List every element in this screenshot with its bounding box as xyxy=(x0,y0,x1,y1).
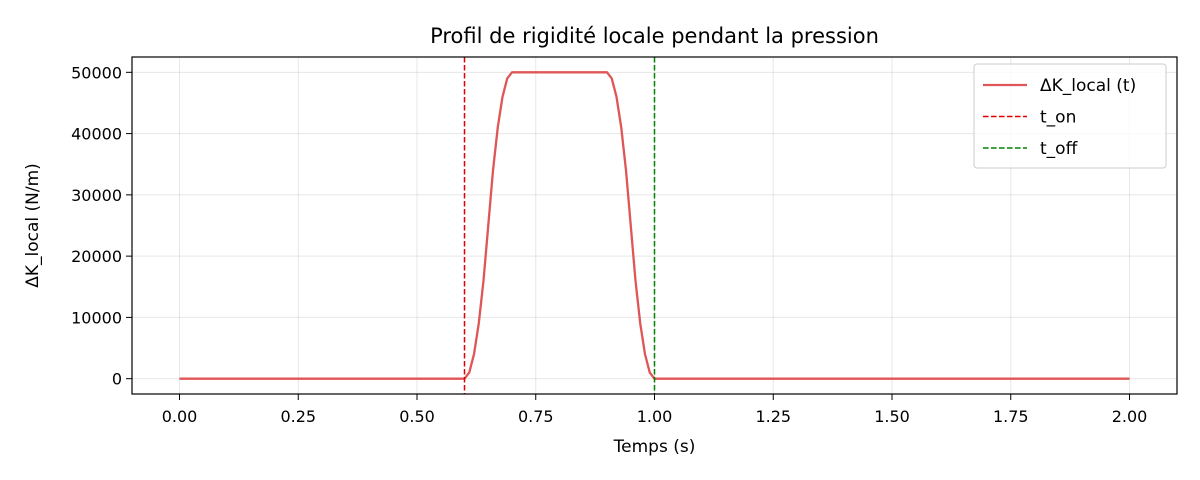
y-tick-label: 20000 xyxy=(71,247,122,266)
legend-label-t-off: t_off xyxy=(1040,139,1079,159)
y-tick-label: 30000 xyxy=(71,186,122,205)
y-tick-label: 10000 xyxy=(71,308,122,327)
plot-area xyxy=(179,57,1130,394)
x-tick-label: 0.25 xyxy=(280,407,316,426)
legend: ΔK_local (t) t_on t_off xyxy=(973,63,1167,169)
ticks: 0.00 0.25 0.50 0.75 1.00 1.25 1.50 1.75 2.00 0 100… xyxy=(71,63,1147,426)
x-tick-label: 0.75 xyxy=(518,407,554,426)
y-tick-label: 50000 xyxy=(71,63,122,82)
x-tick-label: 1.00 xyxy=(637,407,673,426)
x-tick-label: 1.50 xyxy=(874,407,910,426)
x-tick-label: 0.50 xyxy=(399,407,435,426)
legend-box xyxy=(973,63,1167,169)
y-axis-label: ΔK_local (N/m) xyxy=(23,163,43,288)
chart-title: Profil de rigidité locale pendant la pre… xyxy=(430,24,879,48)
y-tick-label: 0 xyxy=(112,370,122,389)
series-line-0 xyxy=(179,71,1130,380)
x-tick-label: 1.25 xyxy=(755,407,791,426)
legend-label-series-0: ΔK_local (t) xyxy=(1040,76,1136,96)
y-tick-label: 40000 xyxy=(71,125,122,144)
x-tick-label: 1.75 xyxy=(993,407,1029,426)
x-tick-label: 0.00 xyxy=(162,407,198,426)
legend-label-t-on: t_on xyxy=(1040,108,1076,128)
x-tick-label: 2.00 xyxy=(1112,407,1148,426)
x-axis-label: Temps (s) xyxy=(613,437,696,457)
